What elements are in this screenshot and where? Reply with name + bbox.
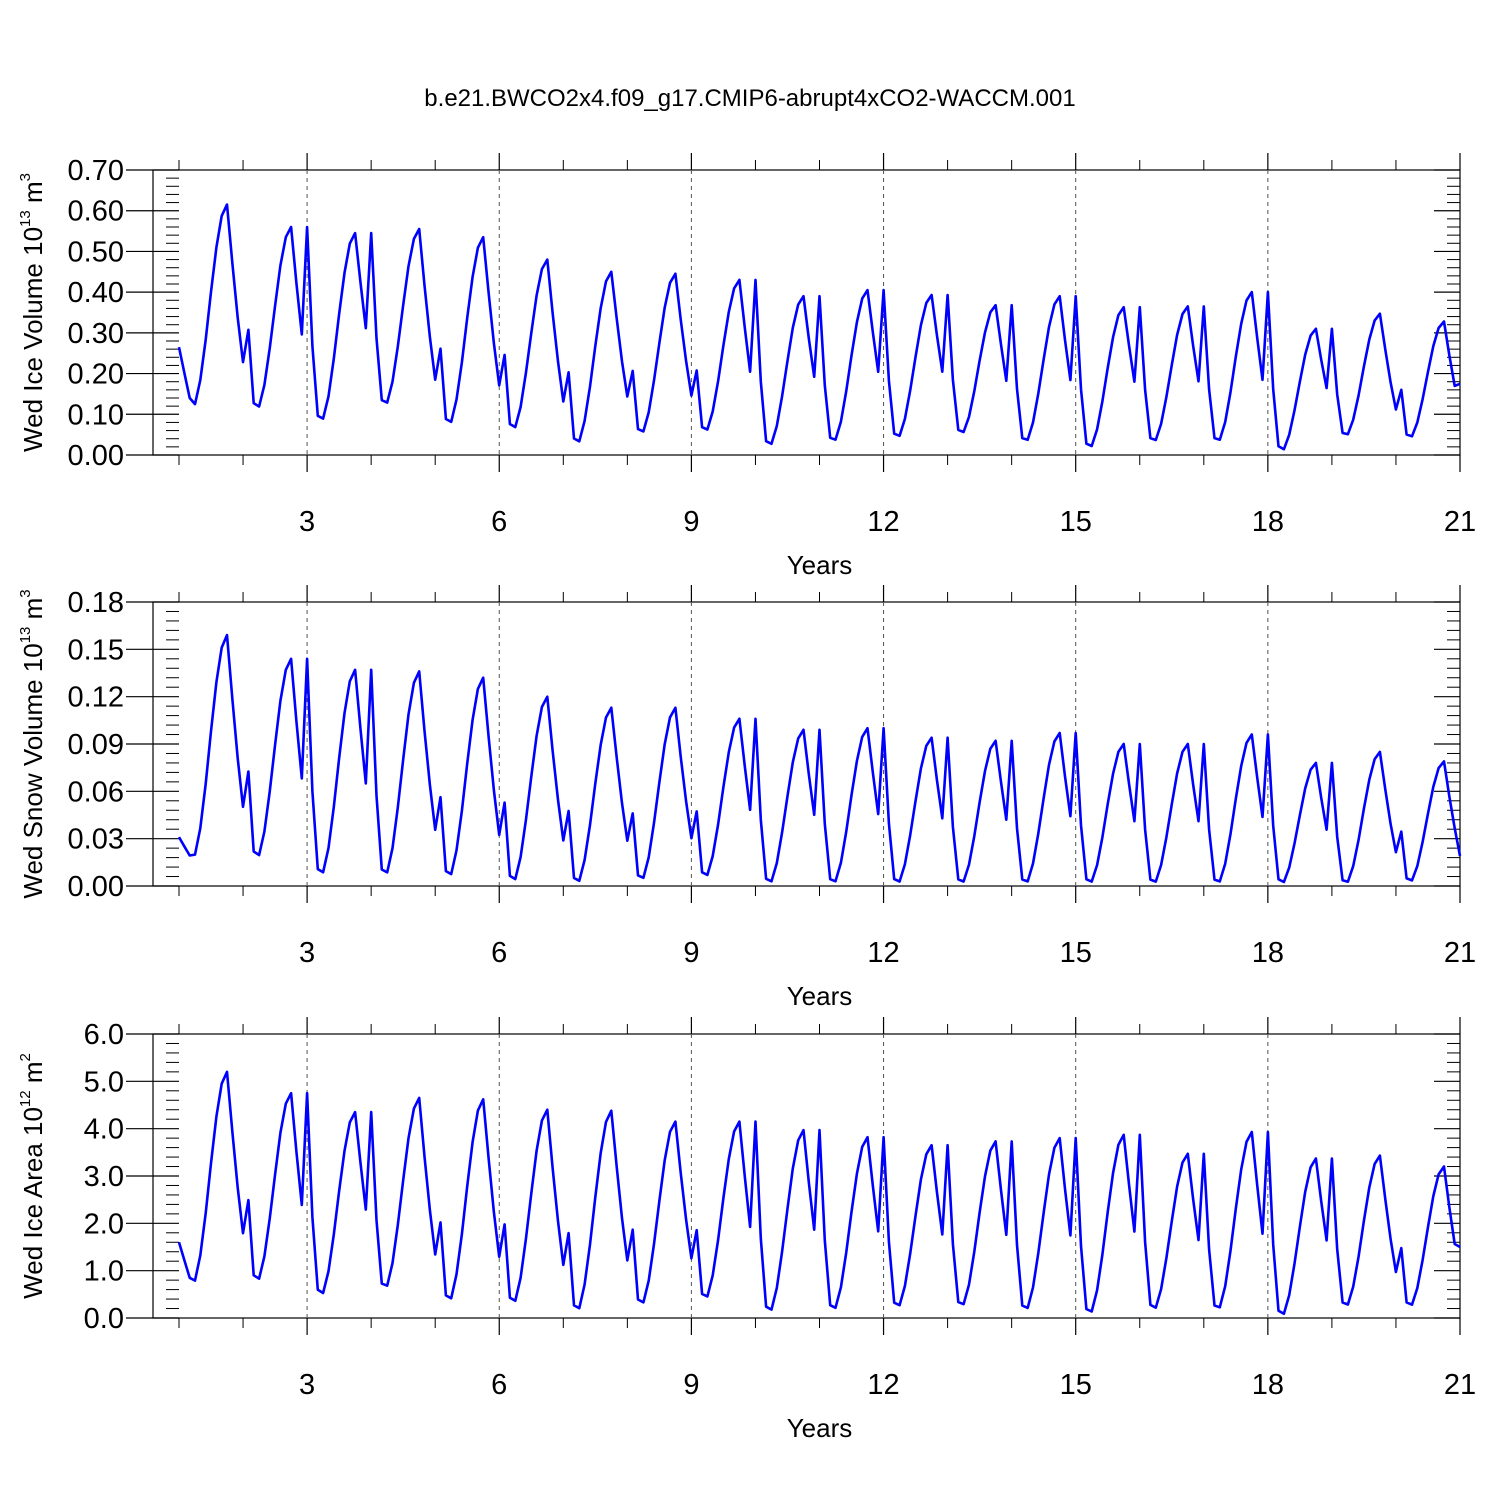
y-tick-label: 0.12: [68, 682, 124, 714]
y-tick-label: 0.70: [68, 155, 124, 187]
y-tick-label: 0.15: [68, 634, 124, 666]
x-tick-label: 6: [491, 506, 507, 538]
y-axis-title-unit-exponent: 3: [17, 173, 34, 181]
x-axis-title: Years: [787, 1413, 853, 1443]
y-tick-label: 5.0: [84, 1066, 124, 1098]
x-tick-label: 3: [299, 937, 315, 969]
x-tick-label: 12: [867, 937, 899, 969]
x-axis-title: Years: [787, 981, 853, 1011]
y-tick-label: 1.0: [84, 1256, 124, 1288]
x-tick-label: 12: [867, 506, 899, 538]
panel-snow-volume: 0.00 0.03 0.06 0.09 0.12 0.15 0.18 3 6 9 12 15 18 21 Y…: [17, 585, 1476, 1011]
x-tick-label: 9: [683, 506, 699, 538]
y-tick-label: 0.10: [68, 399, 124, 431]
panel-ice-volume: 0.00 0.10 0.20 0.30 0.40 0.50 0.60 0.70 3 6 9 12 15 1…: [17, 153, 1476, 580]
y-tick-label: 6.0: [84, 1019, 124, 1051]
plot-frame: [152, 1033, 1461, 1319]
y-axis-title-exponent: 13: [17, 627, 34, 644]
y-axis-title: Wed Snow Volume 1013 m3: [17, 589, 48, 898]
y-tick-label: 3.0: [84, 1161, 124, 1193]
x-tick-label: 3: [299, 506, 315, 538]
y-tick-label: 0.30: [68, 318, 124, 350]
series-line: [177, 203, 1461, 451]
y-axis-title-text: Wed Ice Area 10: [18, 1107, 48, 1299]
x-tick-label: 3: [299, 1369, 315, 1401]
panel-ice-area: 0.0 1.0 2.0 3.0 4.0 5.0 6.0 3 6 9 12 15 18 21 Years Wed…: [17, 1017, 1476, 1443]
y-tick-label: 2.0: [84, 1208, 124, 1240]
figure-title: b.e21.BWCO2x4.f09_g17.CMIP6-abrupt4xCO2-…: [424, 85, 1075, 112]
x-tick-label: 15: [1060, 937, 1092, 969]
x-axis-title: Years: [787, 550, 853, 580]
y-tick-label: 0.50: [68, 236, 124, 268]
plot-frame: [152, 169, 1461, 456]
x-tick-label: 6: [491, 937, 507, 969]
y-tick-label: 0.09: [68, 729, 124, 761]
y-tick-label: 0.00: [68, 440, 124, 472]
x-tick-label: 18: [1252, 937, 1284, 969]
x-tick-label: 9: [683, 937, 699, 969]
y-tick-label: 0.0: [84, 1303, 124, 1335]
series-line: [177, 1070, 1461, 1316]
y-axis-title-unit: m: [18, 181, 48, 210]
x-tick-label: 9: [683, 1369, 699, 1401]
y-axis-title-text: Wed Snow Volume 10: [18, 643, 48, 898]
y-axis-title-unit: m: [18, 598, 48, 627]
panels: 0.00 0.10 0.20 0.30 0.40 0.50 0.60 0.70 3 6 9 12 15 1…: [17, 153, 1476, 1443]
y-axis-title: Wed Ice Area 1012 m2: [17, 1053, 48, 1299]
y-tick-label: 0.06: [68, 776, 124, 808]
y-tick-label: 0.60: [68, 196, 124, 228]
x-tick-label: 18: [1252, 506, 1284, 538]
y-axis-title-exponent: 12: [17, 1090, 34, 1107]
y-tick-label: 0.20: [68, 359, 124, 391]
y-axis-title-exponent: 13: [17, 210, 34, 227]
x-tick-label: 21: [1444, 1369, 1476, 1401]
x-tick-label: 21: [1444, 506, 1476, 538]
y-axis-title-text: Wed Ice Volume 10: [18, 227, 48, 452]
x-tick-label: 12: [867, 1369, 899, 1401]
y-axis-title-unit: m: [18, 1062, 48, 1091]
y-tick-label: 0.40: [68, 277, 124, 309]
x-tick-label: 15: [1060, 1369, 1092, 1401]
x-tick-label: 18: [1252, 1369, 1284, 1401]
y-axis-title-unit-exponent: 3: [17, 589, 34, 597]
series-line: [177, 633, 1462, 884]
x-tick-label: 15: [1060, 506, 1092, 538]
y-axis-title-unit-exponent: 2: [17, 1053, 34, 1061]
y-axis-title: Wed Ice Volume 1013 m3: [17, 173, 48, 452]
y-tick-label: 0.18: [68, 587, 124, 619]
y-tick-label: 0.03: [68, 824, 124, 856]
x-tick-label: 21: [1444, 937, 1476, 969]
y-tick-label: 4.0: [84, 1114, 124, 1146]
x-tick-label: 6: [491, 1369, 507, 1401]
y-tick-label: 0.00: [68, 871, 124, 903]
